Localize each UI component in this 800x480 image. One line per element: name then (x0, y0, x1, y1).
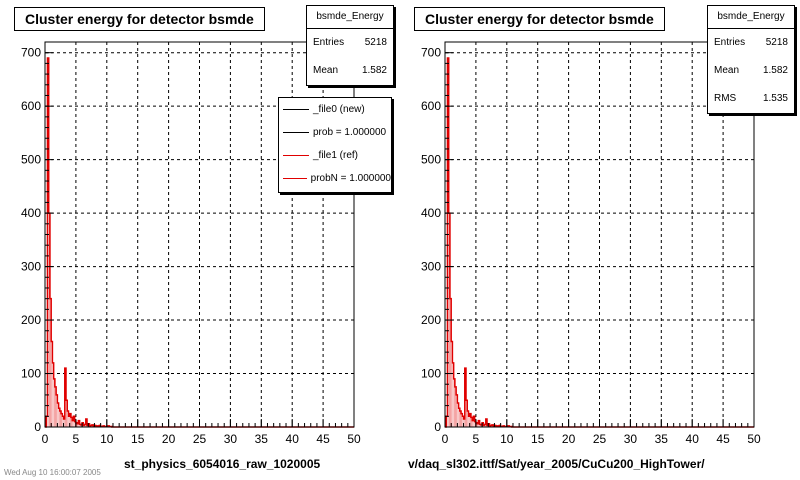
legend-entry: prob = 1.000000 (279, 121, 391, 144)
y-tick-label: 300 (21, 260, 41, 274)
x-tick-label: 15 (131, 432, 145, 446)
left-stats-name: bsmde_Energy (307, 6, 393, 29)
y-tick-label: 500 (21, 153, 41, 167)
y-tick-label: 200 (21, 313, 41, 327)
right-stats-rms-label: RMS (714, 93, 737, 104)
right-stats-mean-label: Mean (714, 65, 740, 76)
y-tick-label: 600 (421, 99, 441, 113)
x-tick-label: 40 (286, 432, 300, 446)
x-tick-label: 35 (655, 432, 669, 446)
left-histogram-panel: 0 5 10 15 20 25 30 35 40 45 50 0 100 200 300 400 500 600 7… (4, 5, 394, 477)
left-stats-row-entries: Entries 5218 (307, 29, 393, 57)
x-tick-label: 25 (193, 432, 207, 446)
x-tick-label: 10 (500, 432, 514, 446)
y-tick-label: 400 (21, 206, 41, 220)
y-tick-label: 300 (421, 260, 441, 274)
left-x-axis-label: st_physics_6054016_raw_1020005 (124, 457, 321, 471)
y-tick-label: 500 (421, 153, 441, 167)
right-stats-entries-label: Entries (714, 37, 746, 48)
legend-swatch (283, 155, 309, 156)
legend-entry: _file1 (ref) (279, 144, 391, 167)
left-stats-entries-value: 5218 (364, 37, 387, 48)
right-x-axis-label: v/daq_sl302.ittf/Sat/year_2005/CuCu200_H… (408, 457, 705, 471)
x-tick-label: 45 (316, 432, 330, 446)
histogram-series-line (445, 57, 754, 428)
x-tick-label: 40 (686, 432, 700, 446)
x-tick-label: 10 (100, 432, 114, 446)
legend-entry: _file0 (new) (279, 98, 391, 121)
legend-swatch (283, 132, 309, 133)
x-tick-label: 25 (593, 432, 607, 446)
legend-entry-label: prob = 1.000000 (313, 127, 387, 138)
left-stats-mean-value: 1.582 (361, 65, 387, 76)
legend-entry-label: probN = 1.000000 (310, 173, 391, 184)
right-stats-entries-value: 5218 (765, 37, 788, 48)
legend-swatch (283, 178, 307, 179)
y-tick-label: 200 (421, 313, 441, 327)
right-stats-rms-value: 1.535 (762, 93, 788, 104)
x-tick-label: 50 (747, 432, 761, 446)
x-tick-label: 15 (531, 432, 545, 446)
x-tick-label: 20 (162, 432, 176, 446)
legend-entry: probN = 1.000000 (279, 167, 391, 190)
legend-swatch (283, 109, 309, 110)
left-legend: _file0 (new) prob = 1.000000 _file1 (ref… (278, 97, 392, 193)
right-stats-row-rms: RMS 1.535 (708, 85, 794, 113)
x-tick-label: 30 (624, 432, 638, 446)
x-tick-label: 0 (442, 432, 449, 446)
right-stats-mean-value: 1.582 (762, 65, 788, 76)
right-chart-title: Cluster energy for detector bsmde (414, 7, 665, 31)
left-stats-mean-label: Mean (313, 65, 339, 76)
right-stats-row-mean: Mean 1.582 (708, 57, 794, 85)
right-histogram-panel: 0 5 10 15 20 25 30 35 40 45 50 0 100 200 300 400 500 600 7… (400, 0, 800, 480)
left-chart-title: Cluster energy for detector bsmde (14, 7, 265, 31)
y-tick-label: 400 (421, 206, 441, 220)
right-stats-box: bsmde_Energy Entries 5218 Mean 1.582 RMS… (707, 5, 795, 114)
right-stats-name: bsmde_Energy (708, 6, 794, 29)
x-tick-label: 30 (224, 432, 238, 446)
y-tick-label: 100 (21, 367, 41, 381)
y-tick-label: 600 (21, 99, 41, 113)
left-stats-entries-label: Entries (313, 37, 345, 48)
x-tick-label: 0 (42, 432, 49, 446)
footer-timestamp: Wed Aug 10 16:00:07 2005 (4, 468, 101, 477)
left-stats-box: bsmde_Energy Entries 5218 Mean 1.582 (306, 5, 394, 86)
x-tick-label: 35 (255, 432, 269, 446)
legend-entry-label: _file0 (new) (313, 104, 365, 115)
histogram-series-line (45, 57, 354, 428)
y-tick-label: 100 (421, 367, 441, 381)
x-tick-label: 50 (347, 432, 361, 446)
y-tick-label: 0 (34, 420, 41, 434)
y-tick-label: 700 (421, 46, 441, 60)
y-tick-label: 0 (434, 420, 441, 434)
x-tick-label: 5 (473, 432, 480, 446)
right-histogram-plot: 0 5 10 15 20 25 30 35 40 45 5001002003004005006007… (421, 41, 761, 446)
y-tick-label: 700 (21, 46, 41, 60)
right-stats-row-entries: Entries 5218 (708, 29, 794, 57)
legend-entry-label: _file1 (ref) (313, 150, 359, 161)
left-stats-row-mean: Mean 1.582 (307, 57, 393, 85)
x-tick-label: 5 (73, 432, 80, 446)
x-tick-label: 45 (716, 432, 730, 446)
x-tick-label: 20 (562, 432, 576, 446)
